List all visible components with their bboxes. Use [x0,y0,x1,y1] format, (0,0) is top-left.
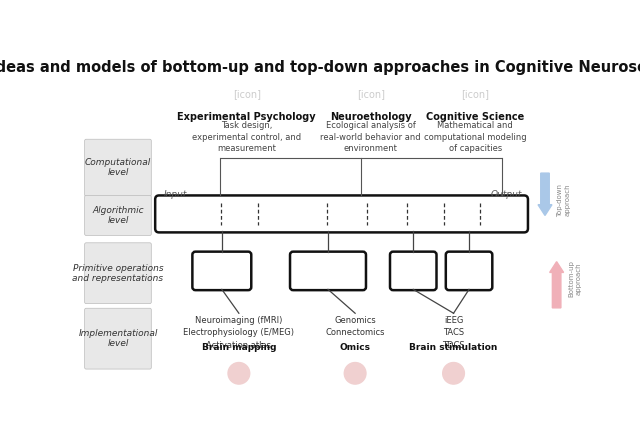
Text: [icon]: [icon] [356,89,385,99]
Text: Ecological analysis of
real-world behavior and
environment: Ecological analysis of real-world behavi… [320,121,421,153]
FancyArrow shape [550,262,564,308]
Text: Task design,
experimental control, and
measurement: Task design, experimental control, and m… [192,121,301,153]
FancyArrow shape [538,173,552,215]
Text: Mathematical and
computational modeling
of capacities: Mathematical and computational modeling … [424,121,527,153]
FancyBboxPatch shape [390,252,436,290]
Text: ey ideas and models of bottom-up and top-down approaches in Cognitive Neuroscien: ey ideas and models of bottom-up and top… [0,60,640,75]
Text: Bottom-up
approach: Bottom-up approach [568,261,581,297]
Text: Experimental Psychology: Experimental Psychology [177,112,316,121]
Circle shape [228,362,250,384]
FancyBboxPatch shape [84,243,151,304]
FancyBboxPatch shape [446,252,492,290]
FancyBboxPatch shape [193,252,252,290]
FancyBboxPatch shape [84,308,151,369]
Text: Genomics
Connectomics: Genomics Connectomics [325,315,385,337]
FancyBboxPatch shape [290,252,366,290]
Text: Neuroethology: Neuroethology [330,112,412,121]
Circle shape [443,362,465,384]
Text: Neuroimaging (fMRI)
Electrophysiology (E/MEG)
Activation atlas: Neuroimaging (fMRI) Electrophysiology (E… [184,315,294,349]
Text: [icon]: [icon] [232,89,260,99]
Text: Algorithmic
level: Algorithmic level [92,206,144,225]
Text: Omics: Omics [340,343,371,352]
Text: Implementational
level: Implementational level [78,329,157,349]
Text: Output: Output [490,190,522,198]
FancyBboxPatch shape [84,195,151,236]
Text: Input: Input [164,190,187,198]
FancyBboxPatch shape [84,139,151,196]
Text: Computational
level: Computational level [85,158,151,177]
Text: [icon]: [icon] [461,89,489,99]
Circle shape [344,362,366,384]
Text: Brain stimulation: Brain stimulation [410,343,498,352]
Text: iEEG
TACS
TDCS: iEEG TACS TDCS [442,315,465,349]
Text: Top-down
approach: Top-down approach [557,184,570,216]
Text: Cognitive Science: Cognitive Science [426,112,524,121]
Text: Primitive operations
and representations: Primitive operations and representations [72,263,164,283]
Text: Brain mapping: Brain mapping [202,343,276,352]
FancyBboxPatch shape [155,195,528,233]
